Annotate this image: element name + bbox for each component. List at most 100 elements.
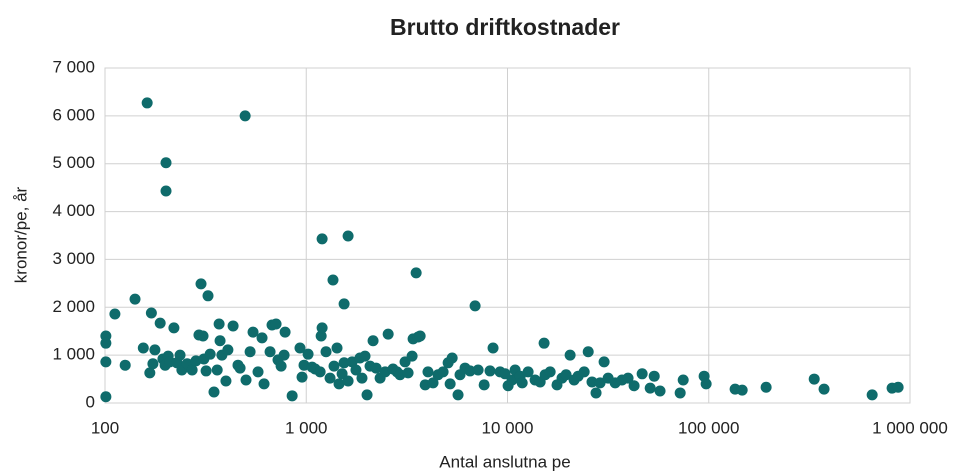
- data-point: [100, 391, 112, 403]
- data-point: [234, 362, 246, 374]
- data-point: [100, 356, 112, 368]
- data-point: [314, 366, 326, 378]
- data-point: [119, 359, 131, 371]
- data-point: [406, 350, 418, 362]
- data-point: [316, 322, 328, 334]
- data-point: [331, 342, 343, 354]
- data-point: [538, 337, 550, 349]
- data-point: [200, 365, 212, 377]
- data-point: [202, 290, 214, 302]
- data-point: [279, 326, 291, 338]
- data-point: [256, 332, 268, 344]
- data-point: [544, 366, 556, 378]
- data-point: [220, 375, 232, 387]
- data-point: [598, 356, 610, 368]
- data-point: [227, 320, 239, 332]
- data-point: [222, 344, 234, 356]
- data-point: [736, 384, 748, 396]
- data-point: [342, 375, 354, 387]
- data-point: [808, 373, 820, 385]
- y-tick-label: 4 000: [52, 201, 95, 220]
- data-point: [204, 348, 216, 360]
- data-point: [240, 374, 252, 386]
- data-point: [516, 377, 528, 389]
- data-point: [294, 342, 306, 354]
- data-point: [316, 233, 328, 245]
- data-point: [367, 335, 379, 347]
- data-point: [478, 379, 490, 391]
- y-tick-label: 1 000: [52, 345, 95, 364]
- data-point: [333, 378, 345, 390]
- y-axis-label: kronor/pe, år: [11, 186, 30, 283]
- data-point: [818, 383, 830, 395]
- data-point: [452, 389, 464, 401]
- data-point: [402, 367, 414, 379]
- data-point: [239, 110, 251, 122]
- data-point: [338, 357, 350, 369]
- y-tick-label: 5 000: [52, 153, 95, 172]
- data-point: [174, 349, 186, 361]
- data-point: [590, 387, 602, 399]
- data-point: [636, 368, 648, 380]
- x-tick-label: 1 000 000: [872, 418, 948, 437]
- data-point: [437, 366, 449, 378]
- data-point: [356, 372, 368, 384]
- data-point: [137, 342, 149, 354]
- data-point: [296, 371, 308, 383]
- data-point: [324, 372, 336, 384]
- x-tick-label: 10 000: [482, 418, 534, 437]
- data-point: [359, 350, 371, 362]
- data-point: [484, 365, 496, 377]
- data-point: [382, 328, 394, 340]
- data-point: [302, 348, 314, 360]
- data-point: [594, 377, 606, 389]
- data-point: [275, 360, 287, 372]
- data-point: [328, 360, 340, 372]
- data-point: [582, 346, 594, 358]
- data-point: [472, 364, 484, 376]
- data-point: [320, 346, 332, 358]
- data-point: [258, 378, 270, 390]
- data-point: [195, 278, 207, 290]
- data-point: [160, 185, 172, 197]
- data-point: [160, 157, 172, 169]
- data-point: [444, 378, 456, 390]
- data-point: [422, 366, 434, 378]
- data-point: [644, 382, 656, 394]
- data-point: [327, 274, 339, 286]
- data-point: [414, 330, 426, 342]
- data-point: [700, 378, 712, 390]
- data-point: [410, 267, 422, 279]
- data-point: [469, 300, 481, 312]
- x-tick-label: 1 000: [285, 418, 328, 437]
- data-point: [208, 386, 220, 398]
- data-point: [286, 390, 298, 402]
- data-point: [214, 335, 226, 347]
- data-point: [586, 376, 598, 388]
- data-point: [244, 346, 256, 358]
- data-point: [129, 293, 141, 305]
- data-point: [144, 367, 156, 379]
- data-point: [578, 366, 590, 378]
- data-point: [109, 308, 121, 320]
- x-axis-label: Antal anslutna pe: [439, 452, 570, 471]
- chart-title: Brutto driftkostnader: [390, 14, 620, 40]
- y-tick-label: 7 000: [52, 57, 95, 76]
- data-point: [370, 362, 382, 374]
- data-point: [654, 385, 666, 397]
- data-point: [145, 307, 157, 319]
- data-point: [154, 317, 166, 329]
- data-point: [278, 349, 290, 361]
- x-tick-label: 100 000: [678, 418, 739, 437]
- data-point: [361, 389, 373, 401]
- data-point: [648, 370, 660, 382]
- data-point: [674, 387, 686, 399]
- data-point: [564, 349, 576, 361]
- data-point: [264, 346, 276, 358]
- data-point: [149, 344, 161, 356]
- data-point: [350, 364, 362, 376]
- data-point: [247, 326, 259, 338]
- data-point: [211, 364, 223, 376]
- data-point: [892, 381, 904, 393]
- data-point: [168, 322, 180, 334]
